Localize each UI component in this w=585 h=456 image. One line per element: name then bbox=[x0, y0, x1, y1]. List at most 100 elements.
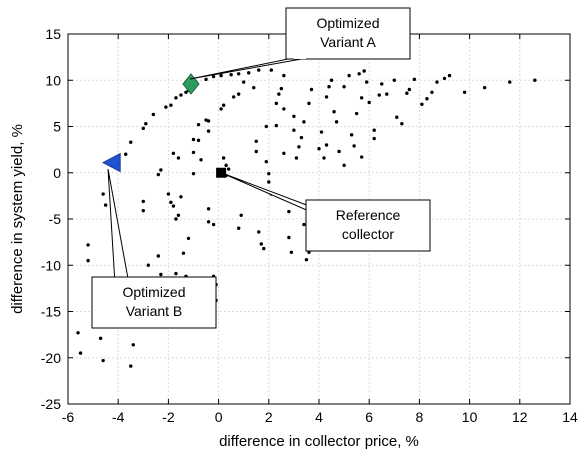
data-point bbox=[164, 105, 168, 109]
y-tick-label: -10 bbox=[41, 257, 61, 273]
x-tick-label: 2 bbox=[265, 409, 273, 425]
data-point bbox=[176, 156, 181, 160]
data-point bbox=[362, 69, 366, 73]
x-tick-label: 6 bbox=[365, 409, 373, 425]
data-point bbox=[179, 93, 183, 97]
variant-b-marker bbox=[102, 152, 121, 173]
data-point bbox=[174, 271, 178, 276]
x-tick-label: -6 bbox=[62, 409, 75, 425]
data-point bbox=[166, 192, 171, 196]
data-point bbox=[274, 123, 279, 128]
data-point bbox=[141, 126, 145, 131]
y-tick-label: -20 bbox=[41, 350, 61, 366]
data-point bbox=[219, 73, 223, 78]
y-tick-label: 5 bbox=[53, 119, 61, 135]
data-point bbox=[357, 72, 361, 76]
y-tick-label: 10 bbox=[45, 72, 61, 88]
data-point bbox=[259, 242, 263, 246]
data-point bbox=[385, 92, 389, 96]
data-point bbox=[78, 351, 83, 355]
data-point bbox=[364, 80, 369, 84]
data-point bbox=[327, 85, 331, 89]
data-point bbox=[322, 156, 326, 160]
data-point bbox=[317, 147, 321, 151]
data-point bbox=[324, 95, 329, 99]
data-point bbox=[372, 128, 376, 132]
data-point bbox=[254, 139, 258, 143]
highlighted-markers bbox=[102, 73, 227, 178]
x-tick-label: 10 bbox=[462, 409, 478, 425]
data-point bbox=[204, 77, 208, 82]
data-point bbox=[174, 217, 178, 221]
data-point bbox=[146, 263, 151, 267]
data-point bbox=[184, 90, 188, 94]
data-point bbox=[141, 199, 145, 204]
data-point bbox=[304, 258, 309, 262]
y-tick-label: -25 bbox=[41, 396, 61, 412]
data-point bbox=[289, 250, 294, 254]
data-point bbox=[267, 171, 271, 176]
data-point bbox=[129, 364, 133, 368]
data-point bbox=[98, 336, 103, 341]
data-point bbox=[174, 96, 178, 100]
data-point bbox=[430, 90, 434, 94]
callout: Reference collector bbox=[221, 172, 431, 252]
x-axis-label: difference in collector price, % bbox=[219, 433, 419, 450]
data-point bbox=[302, 222, 306, 227]
x-tick-label: 8 bbox=[416, 409, 424, 425]
data-point bbox=[247, 71, 251, 75]
data-point bbox=[86, 243, 90, 247]
data-point bbox=[332, 110, 336, 114]
x-tick-label: -2 bbox=[162, 409, 175, 425]
data-point bbox=[377, 93, 381, 97]
data-point bbox=[186, 236, 191, 241]
data-point bbox=[508, 80, 512, 84]
data-point bbox=[254, 149, 258, 154]
data-point bbox=[181, 251, 186, 255]
data-point bbox=[257, 230, 261, 234]
data-point bbox=[274, 101, 279, 106]
data-point bbox=[159, 168, 163, 172]
data-point bbox=[231, 95, 236, 99]
data-point bbox=[282, 107, 286, 111]
data-point bbox=[334, 120, 339, 124]
callout: Optimized Variant B bbox=[91, 168, 217, 329]
y-tick-label: 0 bbox=[53, 165, 61, 181]
data-point bbox=[405, 91, 409, 95]
x-tick-label: -4 bbox=[112, 409, 125, 425]
variant-a-marker bbox=[182, 73, 200, 95]
y-tick-label: -5 bbox=[49, 211, 62, 227]
data-point bbox=[196, 122, 201, 127]
data-point bbox=[292, 114, 296, 119]
data-point bbox=[267, 180, 271, 184]
data-point bbox=[447, 73, 452, 78]
data-point bbox=[329, 78, 334, 82]
data-point bbox=[342, 85, 346, 89]
data-point bbox=[262, 246, 266, 251]
data-point bbox=[211, 222, 216, 227]
data-point bbox=[435, 80, 439, 84]
callout-text: Reference bbox=[336, 207, 401, 223]
data-point bbox=[191, 150, 196, 155]
data-point bbox=[141, 208, 145, 213]
data-point bbox=[307, 101, 311, 106]
callout-text: Variant B bbox=[126, 303, 183, 319]
data-point bbox=[159, 272, 163, 277]
data-point bbox=[199, 158, 203, 162]
data-point bbox=[354, 111, 359, 116]
data-point bbox=[129, 140, 133, 144]
callout-text: Optimized bbox=[316, 15, 379, 31]
data-point bbox=[103, 203, 108, 207]
data-point bbox=[277, 92, 281, 96]
data-point bbox=[211, 74, 216, 79]
data-point bbox=[324, 143, 329, 147]
data-point bbox=[252, 85, 256, 90]
callout-box bbox=[91, 276, 217, 329]
data-point bbox=[242, 80, 246, 84]
data-point bbox=[196, 138, 201, 143]
data-point bbox=[359, 96, 364, 100]
data-point bbox=[236, 92, 241, 96]
data-point bbox=[442, 76, 447, 81]
